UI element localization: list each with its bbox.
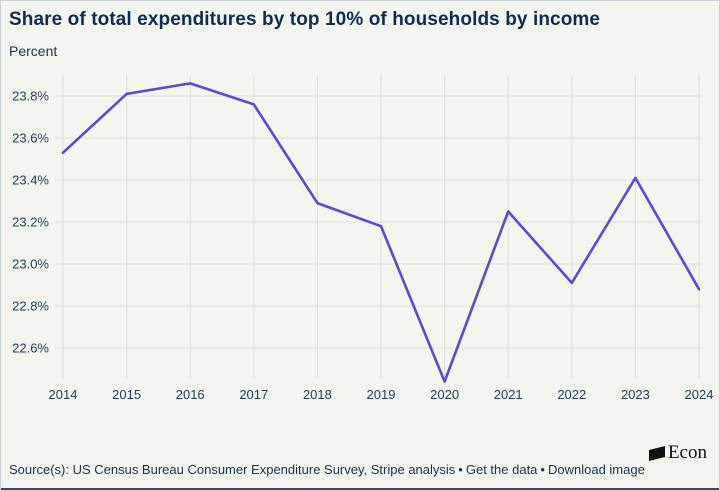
y-tick-label: 23.6% <box>12 131 49 146</box>
x-tick-label: 2019 <box>367 387 396 402</box>
x-tick-label: 2023 <box>621 387 650 402</box>
y-tick-label: 23.2% <box>12 215 49 230</box>
source-text: Source(s): US Census Bureau Consumer Exp… <box>9 462 456 477</box>
y-tick-label: 23.8% <box>12 89 49 104</box>
x-tick-label: 2017 <box>239 387 268 402</box>
y-tick-label: 22.8% <box>12 299 49 314</box>
footer: Source(s): US Census Bureau Consumer Exp… <box>9 460 645 480</box>
x-tick-label: 2016 <box>176 387 205 402</box>
download-image-link[interactable]: Download image <box>547 462 645 477</box>
x-tick-label: 2018 <box>303 387 332 402</box>
econ-logo: Econ <box>648 441 707 465</box>
x-tick-label: 2022 <box>557 387 586 402</box>
y-axis-unit-label: Percent <box>9 43 58 59</box>
chart-title: Share of total expenditures by top 10% o… <box>9 9 601 30</box>
econ-logo-icon <box>648 446 665 461</box>
line-chart: 23.8% 23.6% 23.4% 23.2% 23.0% 22.8% 22.6% 2014 2… <box>12 75 714 402</box>
econ-logo-text: Econ <box>667 442 707 463</box>
bottom-border <box>1 488 719 490</box>
y-tick-label: 22.6% <box>12 341 49 356</box>
x-tick-label: 2015 <box>112 387 141 402</box>
x-tick-label: 2014 <box>49 387 78 402</box>
y-tick-label: 23.4% <box>12 173 49 188</box>
x-tick-label: 2021 <box>494 387 523 402</box>
data-line <box>61 82 701 383</box>
get-the-data-link[interactable]: Get the data <box>465 462 538 477</box>
separator: • <box>540 462 545 477</box>
x-tick-label: 2020 <box>430 387 459 402</box>
separator: • <box>458 462 463 477</box>
x-tick-label: 2024 <box>685 387 714 402</box>
y-tick-label: 23.0% <box>12 257 49 272</box>
